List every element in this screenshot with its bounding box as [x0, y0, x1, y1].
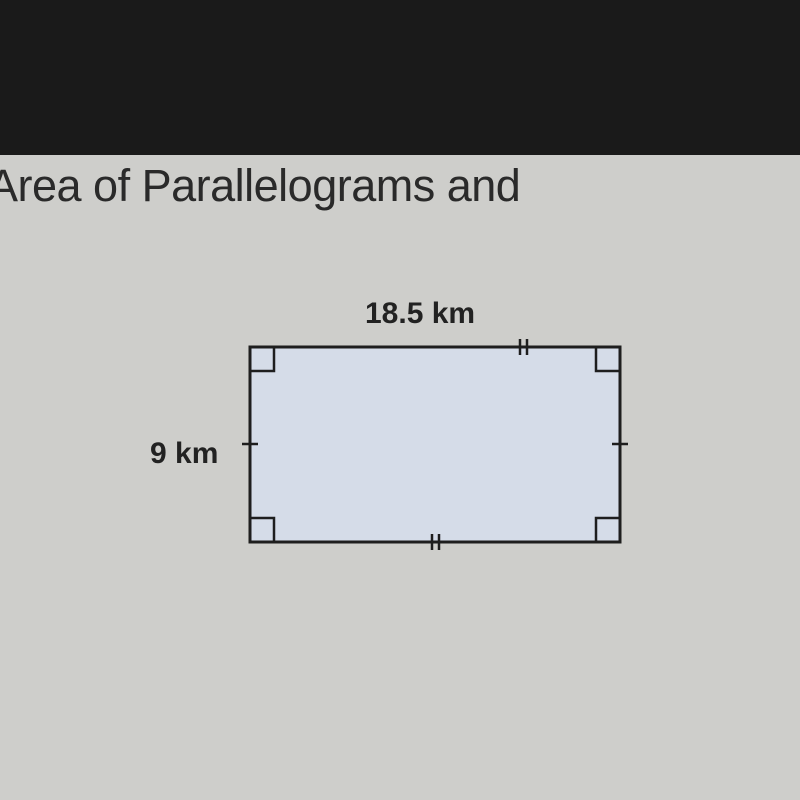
page-title: Area of Parallelograms and — [0, 160, 800, 212]
parallelogram-rectangle — [250, 347, 620, 542]
diagram-container: 18.5 km 9 km — [150, 297, 650, 577]
left-dimension-label: 9 km — [150, 437, 218, 471]
top-black-bar — [0, 0, 800, 155]
content-area: Area of Parallelograms and 18.5 km 9 km — [0, 155, 800, 800]
rectangle-diagram — [240, 337, 630, 557]
top-dimension-label: 18.5 km — [365, 297, 475, 331]
title-area: Area of Parallelograms and — [0, 155, 800, 247]
